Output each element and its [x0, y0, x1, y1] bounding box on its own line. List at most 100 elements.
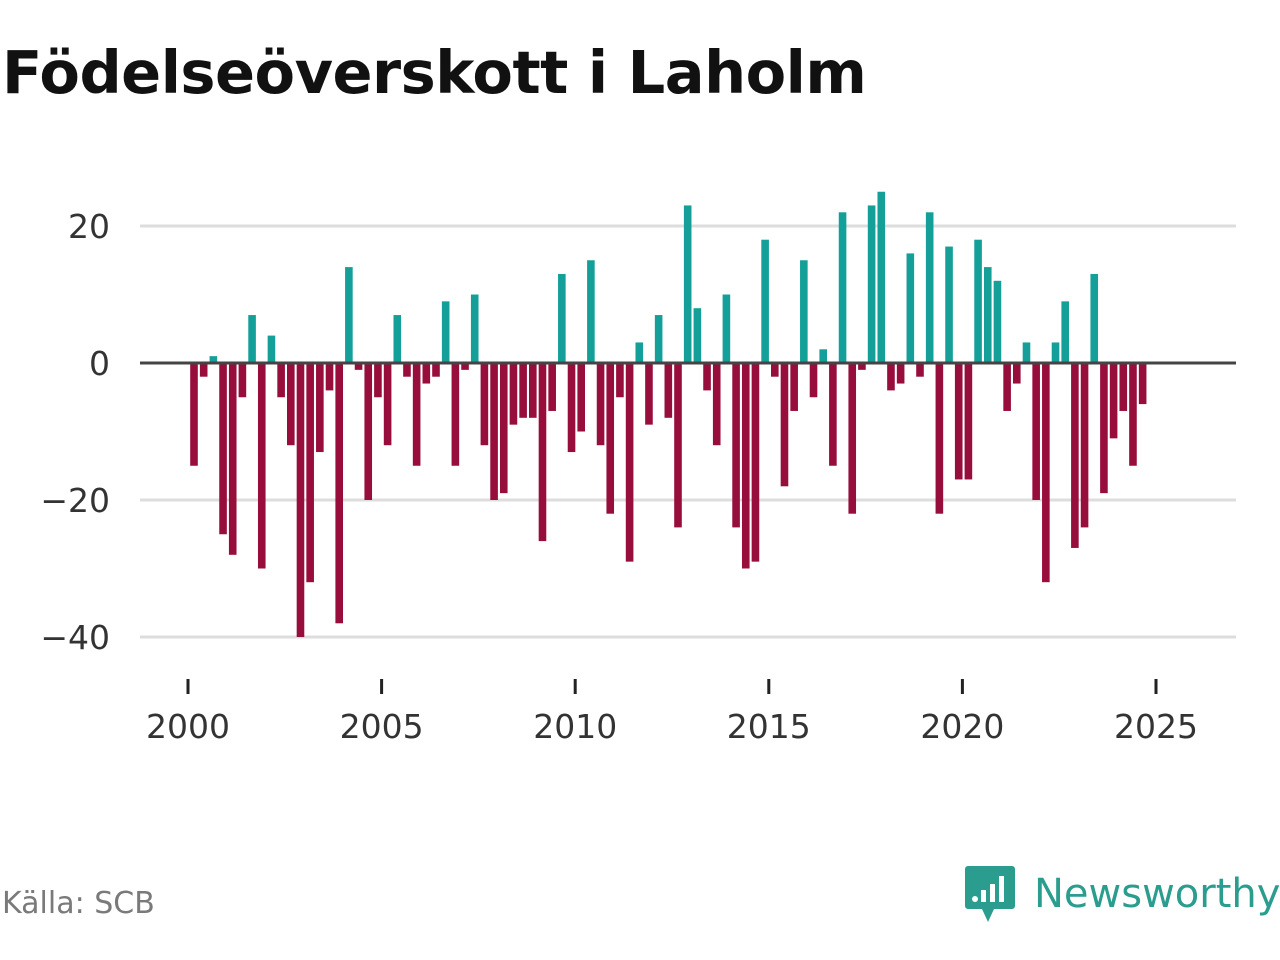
- bar-positive: [209, 356, 218, 363]
- bar-negative: [858, 363, 866, 370]
- bar-negative: [412, 363, 421, 466]
- bar-negative: [451, 363, 460, 466]
- x-tick-label: 2010: [533, 707, 617, 746]
- bar-negative: [567, 363, 576, 453]
- bar-negative: [480, 363, 489, 446]
- bar-negative: [712, 363, 721, 446]
- bar-negative: [538, 363, 547, 542]
- bar-negative: [1042, 363, 1050, 583]
- y-tick-label: −40: [40, 618, 110, 657]
- bar-negative: [403, 363, 411, 377]
- bar-negative: [422, 363, 431, 384]
- bar-negative: [896, 363, 905, 384]
- bar-positive: [993, 280, 1002, 363]
- bar-positive: [761, 239, 769, 363]
- bar-negative: [529, 363, 537, 418]
- bar-positive: [945, 246, 953, 363]
- bar-negative: [751, 363, 760, 562]
- x-tick-label: 2025: [1114, 707, 1198, 746]
- x-tick-label: 2000: [146, 707, 230, 746]
- bar-negative: [887, 363, 895, 391]
- x-tick-label: 2020: [920, 707, 1004, 746]
- bar-negative: [519, 363, 527, 418]
- bar-negative: [1080, 363, 1089, 528]
- bar-negative: [732, 363, 740, 528]
- bar-positive: [267, 335, 276, 363]
- bar-negative: [625, 363, 634, 562]
- bar-negative: [848, 363, 857, 514]
- source-note: Källa: SCB: [2, 886, 155, 921]
- bar-negative: [257, 363, 266, 569]
- bar-negative: [287, 363, 295, 446]
- bar-positive: [558, 273, 566, 363]
- bar-negative: [703, 363, 711, 391]
- bar-negative: [741, 363, 750, 569]
- bar-negative: [1119, 363, 1128, 411]
- bar-negative: [374, 363, 382, 398]
- bar-negative: [577, 363, 585, 432]
- bar-negative: [1129, 363, 1137, 466]
- bar-negative: [306, 363, 314, 583]
- chart-title: Födelseöverskott i Laholm: [2, 38, 867, 107]
- bar-positive: [693, 308, 702, 363]
- bar-negative: [364, 363, 373, 500]
- bar-positive: [635, 342, 644, 363]
- bar-positive: [925, 212, 934, 363]
- x-tick-label: 2015: [727, 707, 811, 746]
- bar-negative: [606, 363, 615, 514]
- bar-negative: [664, 363, 673, 418]
- axes: 20 0 −20 −40 2000 2005 2010 2015 2020 2025: [40, 207, 1198, 746]
- bar-negative: [596, 363, 605, 446]
- bar-negative: [809, 363, 818, 398]
- bar-negative: [645, 363, 653, 425]
- y-tick-label: 20: [68, 207, 110, 246]
- bar-negative: [499, 363, 508, 494]
- bar-positive: [441, 301, 450, 363]
- bar-negative: [1071, 363, 1079, 548]
- bar-positive: [1051, 342, 1060, 363]
- bar-positive: [248, 315, 256, 363]
- bar-positive: [683, 205, 692, 363]
- bar-negative: [316, 363, 324, 453]
- bar-negative: [674, 363, 682, 528]
- bar-negative: [1100, 363, 1108, 494]
- bars: [190, 191, 1147, 637]
- brand-name: Newsworthy: [1034, 871, 1280, 917]
- bar-positive: [587, 260, 595, 363]
- bar-negative: [829, 363, 837, 466]
- bar-negative: [335, 363, 343, 624]
- bar-positive: [654, 315, 663, 363]
- bar-negative: [548, 363, 556, 411]
- bar-negative: [780, 363, 789, 487]
- bar-positive: [722, 294, 731, 363]
- brand-logo[interactable]: Newsworthy: [964, 864, 1280, 924]
- bar-negative: [277, 363, 285, 398]
- bar-negative: [916, 363, 924, 377]
- bar-positive: [974, 239, 982, 363]
- bar-positive: [1022, 342, 1031, 363]
- bar-negative: [461, 363, 469, 370]
- bar-negative: [1109, 363, 1118, 439]
- bar-negative: [238, 363, 247, 398]
- bar-negative: [616, 363, 624, 398]
- y-tick-label: −20: [40, 481, 110, 520]
- bar-negative: [790, 363, 798, 411]
- bar-positive: [470, 294, 479, 363]
- bar-positive: [1061, 301, 1069, 363]
- bar-positive: [877, 191, 886, 363]
- bar-negative: [964, 363, 973, 480]
- bar-negative: [383, 363, 392, 446]
- bar-negative: [954, 363, 963, 480]
- bar-negative: [490, 363, 498, 500]
- bar-negative: [1003, 363, 1011, 411]
- bar-negative: [325, 363, 334, 391]
- bar-negative: [935, 363, 944, 514]
- bar-negative: [190, 363, 198, 466]
- bar-negative: [228, 363, 237, 555]
- x-tick-label: 2005: [340, 707, 424, 746]
- bar-negative: [771, 363, 779, 377]
- bar-negative: [219, 363, 227, 535]
- bar-positive: [867, 205, 876, 363]
- bar-negative: [509, 363, 518, 425]
- bar-positive: [1090, 273, 1099, 363]
